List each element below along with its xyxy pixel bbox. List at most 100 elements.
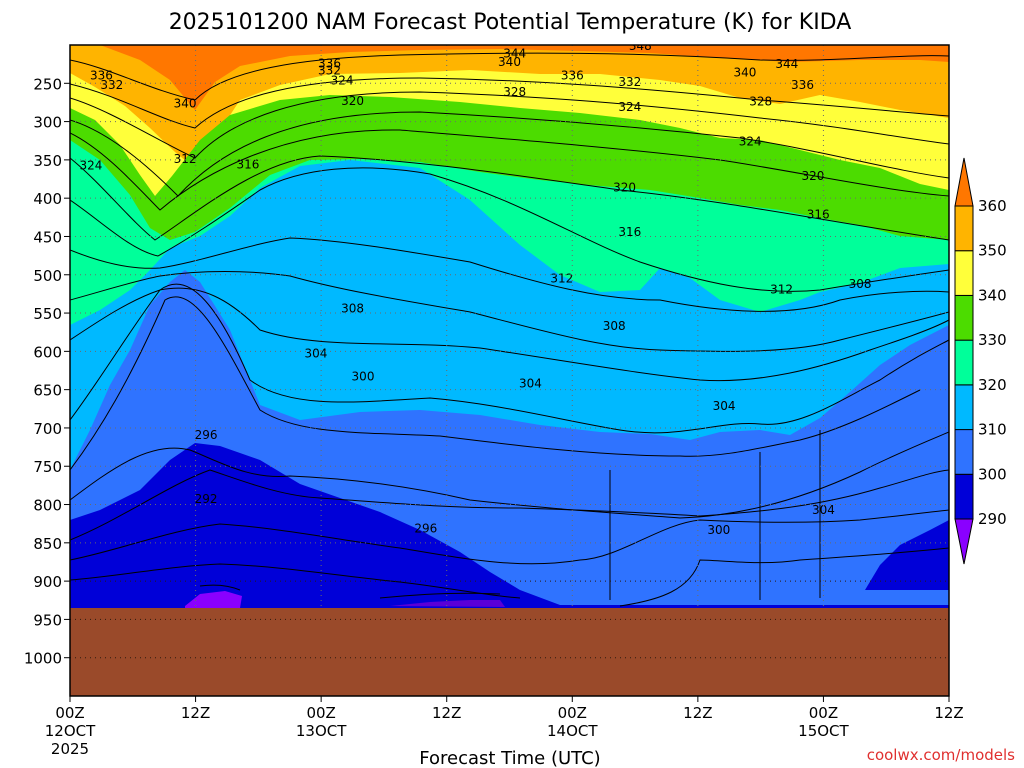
y-tick-label: 900 — [33, 573, 62, 591]
y-tick-label: 800 — [33, 497, 62, 515]
colorbar-band — [954, 384, 974, 431]
contour-label: 296 — [414, 521, 437, 535]
contour-label: 332 — [100, 78, 123, 92]
x-tick-label: 00Z — [558, 704, 587, 722]
contour-label: 308 — [849, 277, 872, 291]
y-tick-label: 600 — [33, 343, 62, 361]
x-tick-label: 00Z — [55, 704, 84, 722]
y-tick-label: 400 — [33, 190, 62, 208]
colorbar-band — [954, 473, 974, 520]
colorbar-label: 350 — [978, 242, 1007, 260]
isentrope-lines — [70, 52, 949, 607]
contour-label: 292 — [195, 492, 218, 506]
contour-label: 332 — [618, 75, 641, 89]
y-tick-label: 650 — [33, 382, 62, 400]
contour-label: 328 — [749, 95, 772, 109]
contour-label: 324 — [618, 100, 641, 114]
contour-label: 320 — [802, 169, 825, 183]
y-tick-label: 1000 — [24, 650, 62, 668]
colorbar-band — [954, 429, 974, 475]
contour-label: 320 — [613, 181, 636, 195]
contour-label: 300 — [352, 370, 375, 384]
x-tick-label: 00Z — [306, 704, 335, 722]
colorbar-arrow-high — [954, 157, 974, 207]
x-tick-date: 15OCT — [798, 722, 849, 740]
y-tick-label: 250 — [33, 75, 62, 93]
chart-title: 2025101200 NAM Forecast Potential Temper… — [169, 10, 852, 35]
contour-label: 308 — [341, 302, 364, 316]
contour-label: 312 — [770, 282, 793, 296]
colorbar-label: 340 — [978, 286, 1007, 304]
contour-label: 336 — [90, 69, 113, 83]
colorbar-band — [954, 250, 974, 296]
y-tick-label: 300 — [33, 114, 62, 132]
x-tick-label: 00Z — [809, 704, 838, 722]
contour-label: 324 — [331, 73, 354, 87]
contour-label: 324 — [79, 158, 102, 172]
contour-label: 336 — [318, 56, 341, 70]
colorbar-band — [954, 294, 974, 341]
colorbar-band — [954, 339, 974, 386]
x-tick-label: 12Z — [181, 704, 210, 722]
contour-label: 296 — [195, 428, 218, 442]
contour-label: 304 — [519, 377, 542, 391]
colorbar-band — [954, 205, 974, 252]
y-tick-label: 700 — [33, 420, 62, 438]
contour-label: 304 — [304, 347, 327, 361]
x-tick-date: 12OCT — [45, 722, 96, 740]
colorbar-label: 290 — [978, 510, 1007, 528]
y-tick-label: 950 — [33, 611, 62, 629]
y-tick-label: 450 — [33, 228, 62, 246]
contour-label: 300 — [707, 523, 730, 537]
contour-label: 324 — [739, 135, 762, 149]
colorbar-arrow-low — [954, 518, 974, 565]
colorbar: 290 300 310 320 330 340 350 360 — [954, 157, 1007, 565]
contour-label: 336 — [791, 78, 814, 92]
contour-label: 348 — [629, 39, 652, 53]
contour-label: 304 — [812, 503, 835, 517]
contour-label: 316 — [236, 158, 259, 172]
credit-text: coolwx.com/models — [867, 746, 1015, 764]
contour-label: 344 — [503, 46, 526, 60]
x-tick-date: 13OCT — [296, 722, 347, 740]
y-axis: 250 300 350 400 450 500 550 600 650 700 750 800 850 9… — [24, 75, 70, 668]
ground — [70, 608, 949, 696]
contour-label: 344 — [775, 57, 798, 71]
contour-label: 332 — [318, 63, 341, 77]
band-below-290-b — [390, 600, 505, 607]
contour-label: 312 — [174, 152, 197, 166]
plot-frame — [69, 44, 950, 697]
contour-label: 320 — [341, 94, 364, 108]
y-tick-label: 850 — [33, 535, 62, 553]
contour-label: 304 — [713, 399, 736, 413]
y-tick-label: 350 — [33, 152, 62, 170]
gridlines — [70, 45, 949, 696]
colorbar-label: 300 — [978, 465, 1007, 483]
x-tick-label: 12Z — [934, 704, 963, 722]
y-tick-label: 500 — [33, 267, 62, 285]
colorbar-label: 310 — [978, 421, 1007, 439]
contour-label: 308 — [603, 319, 626, 333]
contour-label: 340 — [733, 66, 756, 80]
colorbar-label: 360 — [978, 197, 1007, 215]
contour-label: 312 — [550, 272, 573, 286]
y-tick-label: 550 — [33, 305, 62, 323]
contour-label: 316 — [807, 207, 830, 221]
colorbar-label: 320 — [978, 376, 1007, 394]
band-below-290 — [185, 591, 242, 608]
colorbar-label: 330 — [978, 331, 1007, 349]
x-tick-label: 12Z — [432, 704, 461, 722]
contour-label: 316 — [618, 225, 641, 239]
y-tick-label: 750 — [33, 458, 62, 476]
x-tick-label: 12Z — [683, 704, 712, 722]
x-axis-title: Forecast Time (UTC) — [419, 748, 600, 768]
x-tick-year: 2025 — [51, 740, 89, 758]
contour-label: 340 — [498, 55, 521, 69]
contour-label: 328 — [503, 85, 526, 99]
contour-label: 340 — [174, 96, 197, 110]
x-tick-date: 14OCT — [547, 722, 598, 740]
